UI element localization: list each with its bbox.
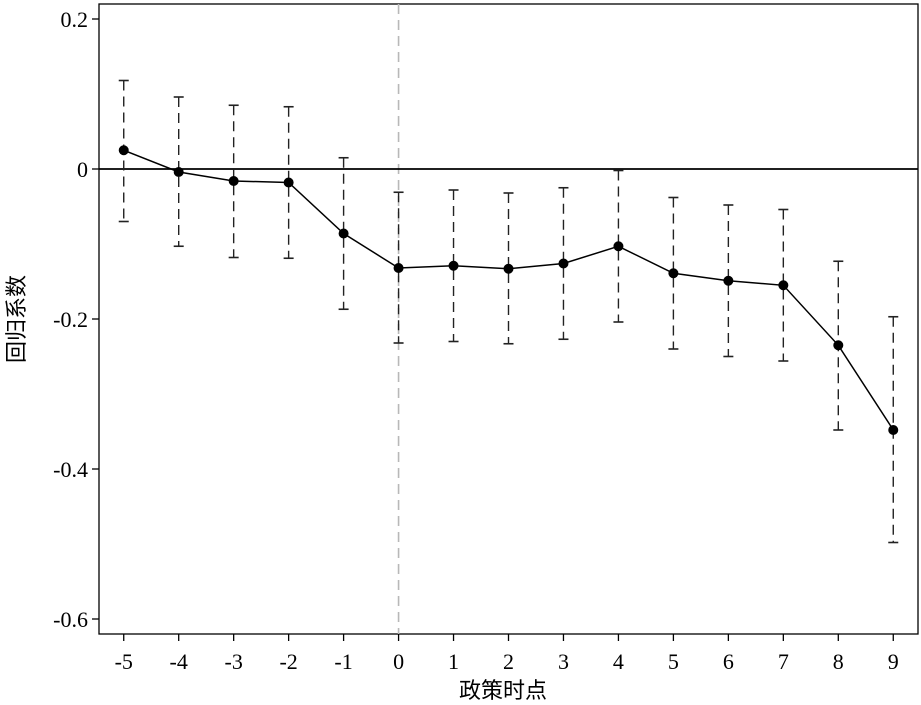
plot-frame [98,3,919,635]
y-tick-label: -0.2 [53,307,88,332]
reference-lines [99,4,918,634]
coefficient-point [448,260,459,271]
coefficient-point [118,145,129,156]
coefficient-point [888,425,899,435]
x-tick-label: 5 [668,649,679,674]
coefficient-point [668,268,679,279]
coefficient-point [338,228,349,239]
x-tick-label: 8 [833,649,844,674]
x-tick-label: 4 [613,649,624,674]
x-axis-label: 政策时点 [459,678,547,703]
y-axis: 0.2 0 -0.2 -0.4 -0.6 [53,7,99,632]
x-tick-label: 2 [503,649,514,674]
confidence-intervals [118,79,899,544]
y-axis-label: 回归系数 [4,275,29,363]
coefficient-point [723,275,734,286]
x-tick-label: -3 [225,649,243,674]
coefficient-point [503,263,514,274]
x-tick-label: 3 [558,649,569,674]
coefficient-point [558,258,569,269]
coefficient-point [283,177,294,188]
coefficient-points [118,145,899,435]
x-tick-label: -1 [334,649,352,674]
x-tick-label: 7 [778,649,789,674]
x-tick-label: 0 [393,649,404,674]
coefficient-point [613,241,624,252]
coefficient-point [833,340,844,351]
y-tick-label: 0.2 [61,7,89,32]
y-tick-label: -0.4 [53,457,88,482]
x-tick-label: -2 [279,649,297,674]
x-tick-label: -5 [115,649,133,674]
coefficient-point [393,263,404,273]
x-tick-label: 6 [723,649,734,674]
x-tick-label: -4 [170,649,188,674]
y-tick-label: 0 [77,157,88,182]
y-tick-label: -0.6 [53,607,88,632]
x-tick-label: 9 [888,649,899,674]
coefficient-point [778,280,789,291]
coefficient-point [228,176,239,186]
x-tick-label: 1 [448,649,459,674]
x-axis: -5 -4 -3 -2 -1 0 1 2 3 4 5 6 7 8 9 [115,634,899,674]
coefficient-point [173,167,184,177]
